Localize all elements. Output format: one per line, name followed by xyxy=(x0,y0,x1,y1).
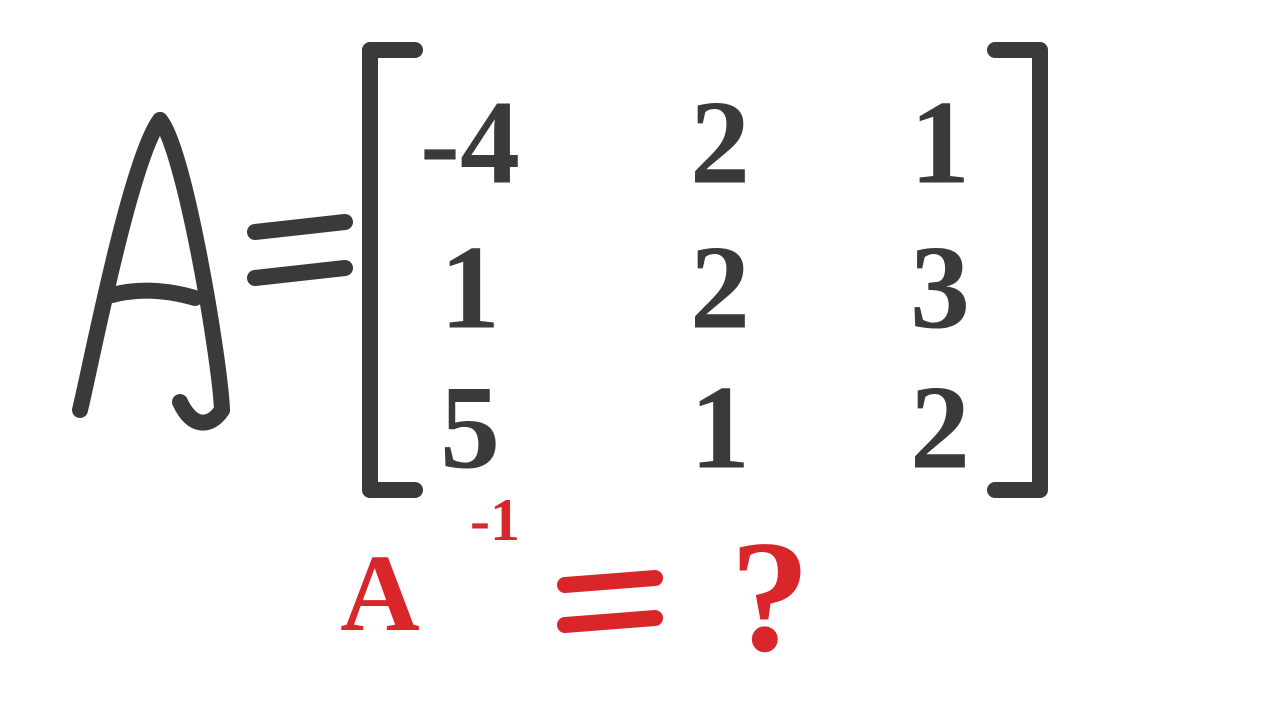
matrix-cell-r1-c0: 1 xyxy=(440,221,500,354)
matrix-cell-r1-c2: 3 xyxy=(910,221,970,354)
equals-sign xyxy=(255,222,345,278)
question-A: A xyxy=(340,532,419,654)
matrix-cell-r2-c1: 1 xyxy=(690,361,750,494)
question-mark: ? xyxy=(730,507,810,685)
matrix-cell-r0-c2: 1 xyxy=(910,76,970,209)
matrix-left-bracket xyxy=(370,50,415,490)
matrix-cell-r0-c0: -4 xyxy=(420,76,520,209)
matrix-cell-r2-c0: 5 xyxy=(440,361,500,494)
matrix-cell-r1-c1: 2 xyxy=(690,221,750,354)
handwritten-math-figure: -421123512 A -1 ? xyxy=(0,0,1280,720)
matrix-cell-r0-c1: 2 xyxy=(690,76,750,209)
matrix-cells: -421123512 xyxy=(420,76,970,494)
question-line: A -1 ? xyxy=(340,487,810,685)
question-superscript: -1 xyxy=(470,487,520,553)
matrix-lhs-A xyxy=(80,120,222,423)
matrix-right-bracket xyxy=(995,50,1040,490)
matrix-cell-r2-c2: 2 xyxy=(910,361,970,494)
